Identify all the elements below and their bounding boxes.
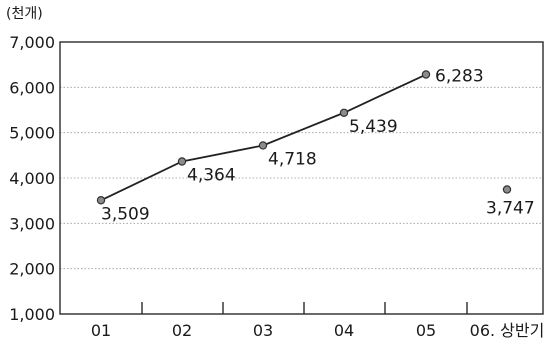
data-label: 6,283 [435,67,484,87]
data-label: 4,364 [187,165,236,185]
x-tick-label: 01 [91,321,111,340]
plot-frame [59,41,544,315]
x-tick-label: 05 [416,321,436,340]
data-points [96,70,512,205]
x-tick-marks [141,302,468,314]
y-unit-label: (천개) [6,6,43,22]
data-label: 3,509 [101,204,150,224]
gridlines [60,86,543,270]
y-tick-label: 3,000 [9,214,55,233]
data-label: 4,718 [268,149,317,169]
x-tick-labels: 01 02 03 04 05 06. 상반기 [91,321,545,340]
x-tick-label: 02 [172,321,192,340]
data-point [339,108,349,117]
x-tick-label: 06. 상반기 [470,321,545,340]
data-point [421,70,431,79]
y-tick-label: 6,000 [9,78,55,97]
y-tick-label: 5,000 [9,124,55,143]
data-point [258,141,268,150]
data-point [177,157,187,166]
series-line [100,73,427,202]
data-label: 5,439 [349,117,398,137]
data-label: 3,747 [486,198,535,218]
x-tick-label: 04 [334,321,354,340]
y-tick-label: 2,000 [9,260,55,279]
x-tick-label: 03 [253,321,273,340]
y-tick-label: 4,000 [9,169,55,188]
data-point [96,196,106,205]
data-point-separate [502,185,512,194]
data-labels: 3,509 4,364 4,718 5,439 6,283 3,747 [101,67,535,225]
y-tick-label: 7,000 [9,33,55,52]
y-tick-label: 1,000 [9,305,55,324]
y-tick-labels: 1,000 2,000 3,000 4,000 5,000 6,000 7,000 [9,33,55,324]
